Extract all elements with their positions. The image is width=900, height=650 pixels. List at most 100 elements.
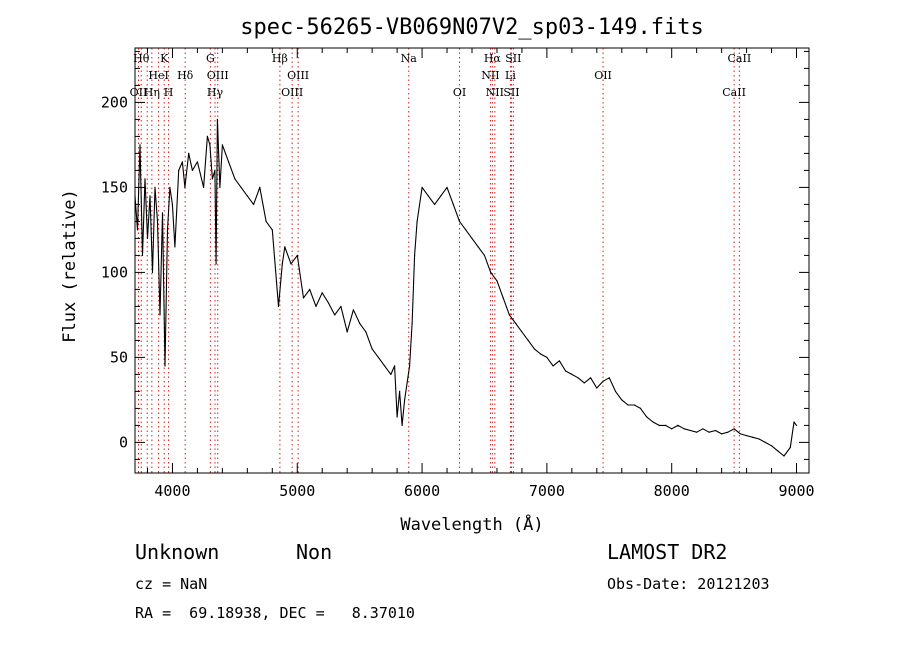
spectrum-point bbox=[352, 309, 354, 311]
spectrum-point bbox=[399, 390, 401, 392]
line-label-19: Li bbox=[505, 69, 516, 82]
spectrum-point bbox=[188, 152, 190, 154]
spectrum-point bbox=[396, 416, 398, 418]
line-label-1: Hθ bbox=[133, 52, 150, 65]
spectrum-point bbox=[206, 135, 208, 137]
spectrum-point bbox=[411, 322, 413, 324]
line-label-6: H bbox=[164, 86, 174, 99]
spectrum-point bbox=[421, 186, 423, 188]
line-label-12: OIII bbox=[281, 86, 303, 99]
spectrum-point bbox=[144, 178, 146, 180]
spectrum-point bbox=[714, 429, 717, 432]
line-label-21: SII bbox=[505, 52, 521, 65]
spectrum-point bbox=[608, 377, 610, 379]
spectrum-point bbox=[149, 195, 151, 197]
spectrum-point bbox=[446, 186, 448, 188]
spectrum-point bbox=[577, 377, 579, 379]
spectrum-point bbox=[219, 186, 221, 188]
x-tick-label: 6000 bbox=[404, 482, 440, 500]
spectrum-point bbox=[209, 144, 211, 146]
spectrum-point bbox=[490, 271, 492, 273]
spectrum-point bbox=[184, 186, 186, 188]
spectrum-point bbox=[234, 178, 236, 180]
axis-tick-labels: 4000 5000 6000 7000 8000 9000 0 50 100 150 200 bbox=[101, 93, 815, 500]
spectrum-point bbox=[793, 421, 795, 423]
spectrum-line-0 bbox=[134, 118, 797, 457]
spectrum-point bbox=[284, 246, 286, 248]
spectrum-point bbox=[633, 404, 635, 406]
class-label: Unknown bbox=[135, 540, 220, 564]
line-label-7: Hδ bbox=[177, 69, 194, 82]
y-tick-label: 50 bbox=[110, 348, 128, 366]
spectrum-point bbox=[171, 203, 173, 205]
spectrum-point bbox=[664, 424, 667, 426]
spectrum-point bbox=[764, 441, 766, 443]
line-label-16: NII bbox=[481, 69, 499, 82]
spectrum-point bbox=[340, 305, 342, 307]
x-tick-label: 5000 bbox=[279, 482, 315, 500]
spectrum-point bbox=[727, 431, 729, 433]
spectrum-point bbox=[758, 438, 760, 440]
spectrum-point bbox=[614, 390, 617, 392]
spectrum-point bbox=[739, 433, 742, 435]
spectrum-point bbox=[558, 360, 561, 362]
spectrum-point bbox=[221, 144, 223, 146]
spectrum-point bbox=[540, 353, 542, 355]
spectrum-point bbox=[621, 399, 623, 401]
spectrum-point bbox=[141, 254, 144, 256]
spectrum-point bbox=[203, 186, 205, 188]
coordinates-text: RA = 69.18938, DEC = 8.37010 bbox=[135, 604, 415, 622]
line-label-9: Hγ bbox=[207, 86, 224, 99]
spectrum-point bbox=[677, 424, 679, 426]
spectrum-point bbox=[215, 263, 217, 265]
spectrum-point bbox=[384, 365, 386, 367]
y-tick-label: 200 bbox=[101, 93, 128, 111]
spectrum-point bbox=[377, 356, 379, 358]
spectrum-point bbox=[290, 263, 292, 265]
x-axis-label: Wavelength (Å) bbox=[400, 513, 543, 535]
x-tick-label: 9000 bbox=[778, 482, 814, 500]
spectrum-point bbox=[427, 195, 429, 197]
spectrum-point bbox=[502, 297, 504, 299]
spectrum-point bbox=[546, 356, 548, 358]
spectrum-point bbox=[434, 203, 436, 205]
spectrum-point bbox=[161, 212, 164, 214]
y-axis-label: Flux (relative) bbox=[60, 189, 80, 343]
spectrum-point bbox=[440, 195, 442, 197]
spectrum-point bbox=[683, 428, 685, 430]
spectrum-point bbox=[565, 370, 567, 372]
spectrum-point bbox=[404, 399, 406, 401]
spectrum-point bbox=[271, 229, 273, 231]
spectrum-point bbox=[527, 339, 529, 341]
spectrum-point bbox=[174, 246, 176, 248]
line-label-5: K bbox=[160, 52, 169, 65]
x-tick-label: 4000 bbox=[154, 482, 190, 500]
spectrum-point bbox=[596, 387, 598, 389]
spectrum-point bbox=[552, 365, 554, 367]
spectrum-point bbox=[259, 186, 261, 188]
spectrum-point bbox=[346, 331, 348, 333]
spectrum-point bbox=[406, 382, 408, 384]
y-tick-label: 100 bbox=[101, 263, 128, 281]
spectrum-point bbox=[277, 305, 280, 307]
spectrum-point bbox=[371, 348, 373, 350]
spectrum-point bbox=[627, 404, 629, 406]
y-tick-label: 0 bbox=[119, 433, 128, 451]
spectrum-point bbox=[771, 445, 773, 447]
spectrum-point bbox=[583, 382, 585, 384]
spectrum-point bbox=[733, 428, 735, 430]
spectrum-point bbox=[602, 380, 604, 382]
line-label-18: NII bbox=[486, 86, 504, 99]
spectrum-point bbox=[416, 220, 418, 222]
spectrum-point bbox=[211, 178, 213, 180]
spectrum-point bbox=[508, 314, 510, 316]
line-label-15: OI bbox=[453, 86, 466, 99]
spectrum-point bbox=[721, 433, 723, 435]
spectrum-point bbox=[521, 331, 523, 333]
spectral-line-markers bbox=[137, 48, 740, 473]
spectrum-point bbox=[228, 161, 230, 163]
spectrum-point bbox=[146, 237, 149, 239]
line-label-10: OIII bbox=[207, 69, 229, 82]
spectrum-point bbox=[639, 407, 642, 409]
spectrum-point bbox=[795, 424, 798, 426]
